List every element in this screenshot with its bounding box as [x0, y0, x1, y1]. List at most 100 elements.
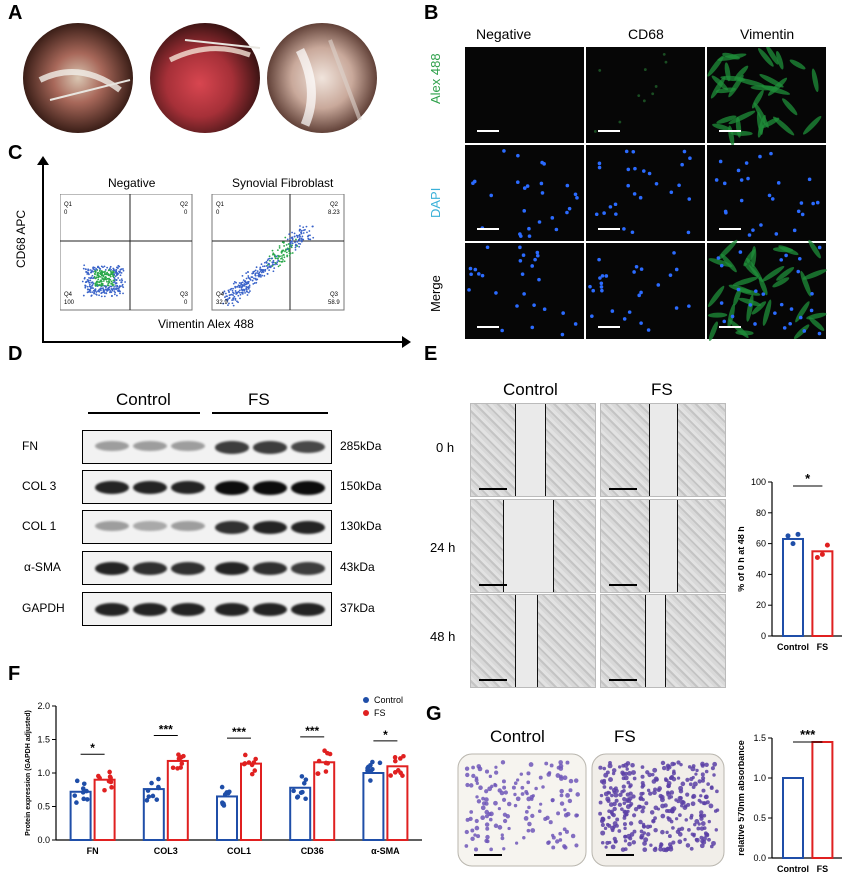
flow-dot-fibroblast	[293, 235, 296, 238]
legend-marker	[363, 697, 369, 703]
flow-dot-negative	[109, 291, 111, 294]
nucleus	[788, 321, 792, 326]
flow-dot-fibroblast	[263, 274, 266, 277]
flow-dot-negative	[92, 287, 94, 290]
cv-cell-fs	[674, 817, 679, 821]
blot-strip-fn	[82, 430, 332, 464]
flow-dot-fibroblast	[280, 260, 283, 263]
flow-dot-fibroblast	[294, 248, 297, 251]
cv-cell-fs	[628, 836, 633, 841]
x-tick-label: Control	[777, 864, 809, 874]
data-point	[221, 801, 226, 807]
flow-dot-fibroblast	[241, 274, 244, 277]
q2-value-fib: 8.23	[328, 210, 340, 216]
flow-dot-negative	[93, 268, 96, 271]
flow-dot-fibroblast	[300, 232, 303, 235]
cv-cell-control	[559, 776, 564, 781]
nucleus	[533, 257, 537, 262]
wound-gap	[503, 500, 553, 592]
flow-dot-negative	[116, 266, 119, 269]
fibroblast-cell	[762, 299, 772, 326]
cv-cell-fs	[630, 762, 635, 768]
flow-dot-negative	[91, 291, 94, 294]
flow-dot-fibroblast	[248, 286, 251, 288]
flow-dot-negative	[84, 285, 87, 287]
nucleus	[800, 212, 805, 217]
cv-cell-fs	[649, 843, 653, 847]
fibroblast-cell	[773, 116, 795, 136]
cv-cell-fs	[598, 765, 603, 770]
data-point	[252, 768, 258, 773]
cv-cell-fs	[695, 837, 700, 843]
flow-dot-fibroblast	[237, 294, 240, 297]
flow-plots: Q1 0 Q2 0 Q4 100 Q3 0 Q1 0 Q2 8.23 Q4 32…	[60, 194, 345, 311]
cv-cell-fs	[604, 845, 608, 849]
x-tick-label: FS	[817, 642, 829, 652]
flow-dot-negative	[89, 287, 92, 290]
data-point	[323, 769, 329, 774]
flow-dot-fibroblast	[269, 259, 271, 262]
nucleus	[746, 176, 750, 181]
nucleus	[525, 184, 530, 188]
flow-dot-fibroblast	[251, 276, 254, 279]
flow-dot-fibroblast	[245, 287, 248, 290]
flow-dot-negative	[102, 280, 105, 282]
flow-dot-negative	[108, 288, 111, 291]
flow-dot-fibroblast	[242, 288, 245, 291]
flow-dot-negative	[114, 285, 117, 287]
flow-dot-negative	[100, 280, 102, 283]
cv-cell-control	[549, 763, 554, 768]
cv-cell-fs	[612, 821, 618, 826]
cv-cell-control	[547, 771, 552, 775]
flow-dot-fibroblast	[301, 235, 304, 238]
nucleus	[753, 322, 757, 326]
flow-dot-fibroblast	[296, 240, 299, 243]
flow-dot-negative	[100, 292, 103, 295]
col-header-vimentin: Vimentin	[740, 26, 795, 42]
cv-cell-control	[502, 818, 508, 824]
flow-dot-negative	[95, 276, 98, 279]
flow-dot-fibroblast	[297, 242, 300, 245]
flow-dot-fibroblast	[229, 293, 232, 296]
cv-cell-control	[568, 788, 573, 793]
flow-dot-fibroblast	[267, 266, 269, 269]
blot-strip-col1	[82, 510, 332, 544]
y-tick-label: 0.5	[753, 813, 766, 823]
cv-cell-control	[559, 793, 564, 798]
flow-dot-fibroblast	[283, 260, 286, 263]
cv-cell-control	[570, 833, 576, 839]
flow-dot-fibroblast	[291, 236, 294, 239]
cv-cell-fs	[674, 798, 678, 802]
data-point	[145, 788, 151, 793]
g-group-control: Control	[490, 727, 545, 746]
cv-cell-fs	[598, 811, 603, 816]
data-point	[323, 760, 329, 766]
cv-cell-control	[523, 816, 529, 821]
flow-dot-fibroblast	[258, 275, 260, 278]
cv-cell-fs	[639, 833, 645, 839]
data-point	[109, 785, 114, 790]
fibroblast-cell	[793, 324, 810, 339]
fibroblast-cell	[778, 245, 799, 256]
data-point	[179, 761, 185, 766]
blot-band	[171, 562, 205, 575]
cv-cell-fs	[660, 803, 666, 809]
y-tick-label: 1.5	[37, 735, 50, 745]
flow-dot-fibroblast	[247, 291, 250, 294]
flow-dot-negative	[106, 277, 109, 280]
cv-cell-fs	[658, 846, 663, 852]
flow-dot-fibroblast	[271, 265, 274, 267]
flow-dot-negative	[83, 264, 86, 267]
flow-dot-fibroblast	[224, 296, 226, 298]
cv-cell-control	[551, 833, 555, 838]
cv-cell-fs	[624, 771, 628, 776]
cv-cell-fs	[665, 763, 671, 769]
flow-dot-fibroblast	[274, 255, 276, 258]
cv-cell-control	[546, 840, 551, 845]
nucleus	[597, 161, 602, 166]
flow-dot-fibroblast	[253, 277, 255, 280]
cv-cell-control	[513, 803, 518, 808]
nucleus	[622, 317, 627, 321]
cv-cell-fs	[659, 842, 664, 847]
data-point	[146, 794, 152, 799]
